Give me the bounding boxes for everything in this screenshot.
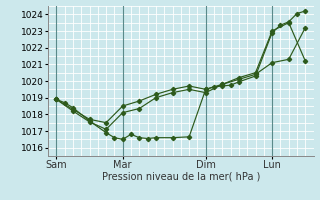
X-axis label: Pression niveau de la mer( hPa ): Pression niveau de la mer( hPa ) <box>102 172 260 182</box>
